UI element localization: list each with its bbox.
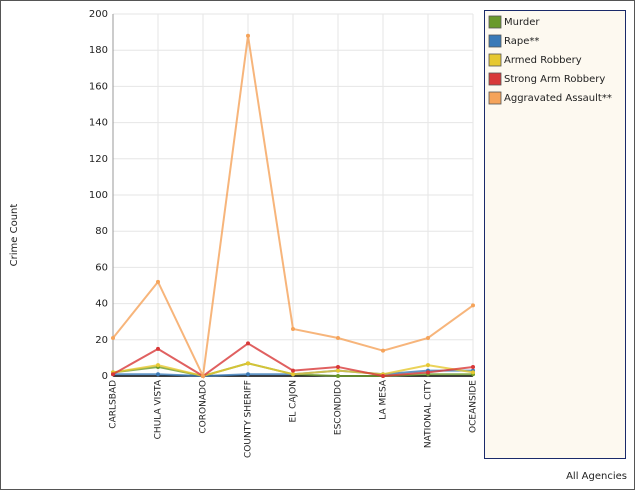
legend-label: Rape**	[504, 36, 539, 47]
point	[246, 372, 250, 377]
point	[291, 326, 295, 331]
point	[246, 33, 250, 38]
x-tick-label: ESCONDIDO	[334, 380, 344, 435]
point	[156, 279, 160, 284]
legend-swatch	[488, 72, 502, 86]
point	[336, 374, 340, 378]
x-tick-label: EL CAJON	[289, 380, 299, 422]
x-tick-label: COUNTY SHERIFF	[244, 380, 254, 458]
point	[291, 372, 295, 377]
y-tick-label: 100	[89, 190, 108, 201]
y-tick-label: 80	[95, 226, 108, 237]
x-tick-label: CORONADO	[199, 380, 209, 434]
y-tick-label: 120	[89, 154, 108, 165]
point	[291, 368, 295, 373]
legend-label: Armed Robbery	[504, 55, 582, 66]
y-tick-label: 0	[102, 371, 108, 382]
point	[201, 374, 205, 378]
x-tick-label: LA MESA	[379, 379, 389, 420]
x-tick-label: OCEANSIDE	[469, 380, 479, 433]
legend-box	[484, 10, 626, 459]
legend-label: Strong Arm Robbery	[504, 74, 605, 85]
legend-label: Aggravated Assault**	[504, 93, 612, 104]
point	[246, 341, 250, 346]
point	[336, 368, 340, 373]
y-tick-label: 180	[89, 45, 108, 56]
point	[471, 364, 475, 369]
point	[426, 370, 430, 375]
point	[426, 335, 430, 340]
y-tick-label: 140	[89, 118, 108, 129]
legend-swatch	[488, 34, 502, 48]
point	[336, 335, 340, 340]
y-tick-label: 60	[95, 262, 108, 273]
point	[156, 372, 160, 377]
x-tick-label: CARLSBAD	[109, 380, 119, 429]
point	[471, 370, 475, 375]
legend-swatch	[488, 53, 502, 67]
x-axis-label: All Agencies	[566, 471, 627, 482]
point	[156, 346, 160, 351]
y-tick-label: 200	[89, 9, 108, 20]
point	[111, 335, 115, 340]
point	[156, 363, 160, 368]
legend-swatch	[488, 91, 502, 105]
point	[246, 361, 250, 366]
y-tick-label: 40	[95, 299, 108, 310]
legend-swatch	[488, 15, 502, 29]
legend-label: Murder	[504, 17, 540, 28]
y-axis-label: Crime Count	[9, 204, 20, 267]
y-tick-label: 160	[89, 81, 108, 92]
point	[111, 372, 115, 377]
x-tick-label: CHULA VISTA	[154, 379, 164, 439]
point	[471, 303, 475, 308]
point	[381, 348, 385, 353]
y-tick-label: 20	[95, 335, 108, 346]
x-tick-label: NATIONAL CITY	[424, 379, 434, 448]
point	[336, 364, 340, 369]
point	[426, 363, 430, 368]
point	[381, 374, 385, 378]
